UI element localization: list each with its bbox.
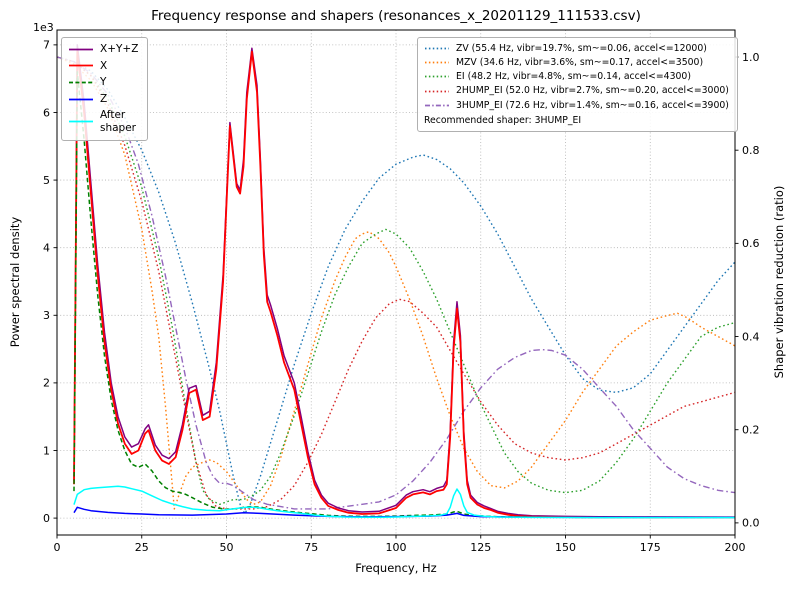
legend-line-sample <box>69 48 93 51</box>
legend-line-sample <box>425 90 449 92</box>
y-left-tick-label: 1 <box>43 444 50 457</box>
legend-label: Y <box>100 76 107 89</box>
y-left-tick-label: 5 <box>43 174 50 187</box>
y-axis-label-right: Shaper vibration reduction (ratio) <box>772 185 786 379</box>
x-tick-label: 25 <box>135 541 149 554</box>
x-axis-label: Frequency, Hz <box>355 561 437 575</box>
legend-item-x-y-z: X+Y+Z <box>68 43 138 56</box>
legend-line-sample <box>69 121 93 123</box>
y-right-tick-label: 0.0 <box>742 517 760 530</box>
chart-title: Frequency response and shapers (resonanc… <box>151 8 641 24</box>
legend-label: MZV (34.6 Hz, vibr=3.6%, sm~=0.17, accel… <box>456 57 704 69</box>
legend-line-sample <box>425 47 449 50</box>
legend-label: X+Y+Z <box>100 43 139 55</box>
legend-line-sample <box>425 76 449 78</box>
y-axis-label-left: Power spectral density <box>8 216 22 348</box>
legend-label: After shaper <box>100 109 137 134</box>
x-tick-label: 125 <box>470 541 491 554</box>
legend-item-3hump-ei: 3HUMP_EI (72.6 Hz, vibr=1.4%, sm~=0.16, … <box>424 100 729 111</box>
y-axis-offset-text: 1e3 <box>33 21 54 34</box>
legend-line-sample <box>425 104 449 107</box>
y-left-tick-label: 7 <box>43 39 50 52</box>
x-tick-label: 0 <box>54 541 61 554</box>
y-left-tick-label: 4 <box>43 241 50 254</box>
legend-psd: X+Y+Z X Y Z After shaper <box>61 37 149 141</box>
legend-item-2hump-ei: 2HUMP_EI (52.0 Hz, vibr=2.7%, sm~=0.20, … <box>424 85 729 96</box>
legend-item-ei: EI (48.2 Hz, vibr=4.8%, sm~=0.14, accel<… <box>424 71 729 82</box>
curve-psd-x <box>73 50 735 519</box>
y-right-tick-label: 0.6 <box>742 237 760 250</box>
y-left-tick-label: 0 <box>43 512 50 525</box>
x-tick-label: 50 <box>220 541 234 554</box>
legend-item-z: Z <box>68 93 138 106</box>
legend-line-sample <box>69 81 93 84</box>
x-tick-label: 200 <box>725 541 746 554</box>
legend-item-y: Y <box>68 76 138 89</box>
y-left-tick-label: 3 <box>43 309 50 322</box>
x-tick-label: 75 <box>304 541 318 554</box>
curve-shaper-3hump-ei <box>57 56 735 510</box>
legend-label: 2HUMP_EI (52.0 Hz, vibr=2.7%, sm~=0.20, … <box>456 85 729 97</box>
legend-label: ZV (55.4 Hz, vibr=19.7%, sm~=0.06, accel… <box>456 43 707 54</box>
legend-item-after-shaper: After shaper <box>68 109 138 134</box>
legend-item-zv: ZV (55.4 Hz, vibr=19.7%, sm~=0.06, accel… <box>424 43 729 54</box>
curve-psd-z <box>73 506 735 519</box>
legend-label: EI (48.2 Hz, vibr=4.8%, sm~=0.14, accel<… <box>456 71 691 83</box>
legend-label: 3HUMP_EI (72.6 Hz, vibr=1.4%, sm~=0.16, … <box>456 99 729 111</box>
legend-label: Z <box>100 92 108 105</box>
legend-line-sample <box>69 98 93 100</box>
curve-psd-after-shaper <box>73 485 735 519</box>
x-tick-label: 100 <box>386 541 407 554</box>
legend-label: X <box>100 59 108 72</box>
x-tick-label: 175 <box>640 541 661 554</box>
curves-layer <box>57 44 735 519</box>
legend-line-sample <box>69 65 93 67</box>
y-right-tick-label: 1.0 <box>742 51 760 64</box>
y-left-tick-label: 2 <box>43 377 50 390</box>
curve-shaper-2hump-ei <box>57 56 735 510</box>
legend-item-mzv: MZV (34.6 Hz, vibr=3.6%, sm~=0.17, accel… <box>424 57 729 68</box>
y-right-tick-label: 0.8 <box>742 144 760 157</box>
legend-shapers: ZV (55.4 Hz, vibr=19.7%, sm~=0.06, accel… <box>417 37 738 132</box>
legend-recommended-note: Recommended shaper: 3HUMP_EI <box>424 114 582 126</box>
x-tick-label: 150 <box>555 541 576 554</box>
y-left-tick-label: 6 <box>43 106 50 119</box>
y-right-tick-label: 0.4 <box>742 330 760 343</box>
legend-line-sample <box>425 61 449 64</box>
y-right-tick-label: 0.2 <box>742 424 760 437</box>
legend-item-x: X <box>68 60 138 73</box>
